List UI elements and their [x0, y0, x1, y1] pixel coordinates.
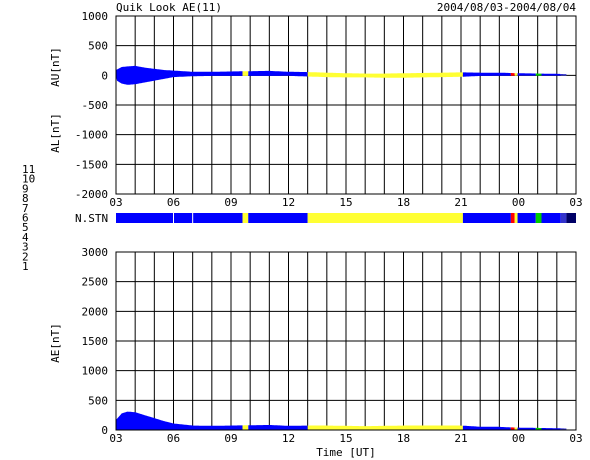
- area-segment-station-1: [560, 74, 567, 76]
- station-bar-segment-9: [248, 213, 308, 223]
- x-axis-label: Time [UT]: [316, 446, 376, 459]
- station-legend-item-3: 3: [22, 241, 29, 254]
- area-segment-station-9: [248, 425, 308, 430]
- y-tick-label: 500: [88, 40, 108, 53]
- x-tick-label: 00: [512, 196, 525, 209]
- station-legend-item-11: 11: [22, 163, 35, 176]
- station-legend-item-9: 9: [22, 182, 29, 195]
- area-segment-station-9: [541, 73, 561, 76]
- station-bar-segment-7: [535, 213, 542, 223]
- x-tick-label: 21: [454, 196, 467, 209]
- x-tick-label: 18: [397, 432, 410, 445]
- area-segment-station-9: [462, 72, 511, 77]
- station-bar-segment-8: [307, 213, 463, 223]
- ae-grid: [115, 251, 577, 431]
- station-legend-item-8: 8: [22, 192, 29, 205]
- station-bar-segment-9: [541, 213, 561, 223]
- station-legend-item-4: 4: [22, 231, 29, 244]
- station-legend-item-6: 6: [22, 212, 29, 225]
- area-segment-station-8: [514, 427, 518, 430]
- station-legend-item-1: 1: [22, 260, 29, 273]
- au-al-x-ticks: 03 06 09 12 15 18 21 00 03: [109, 196, 582, 209]
- station-legend-item-10: 10: [22, 173, 35, 186]
- x-tick-label: 12: [282, 432, 295, 445]
- y-tick-label: 2500: [82, 276, 109, 289]
- station-legend-item-5: 5: [22, 221, 29, 234]
- station-bar-segment-tail: [566, 213, 576, 223]
- area-segment-station-9: [462, 425, 511, 430]
- ae-plot-frame: [115, 251, 577, 431]
- x-tick-label: 12: [282, 196, 295, 209]
- area-segment-station-9: [517, 73, 536, 76]
- x-tick-label: 00: [512, 432, 525, 445]
- al-axis-label: AL[nT]: [49, 113, 62, 153]
- x-tick-label: 21: [454, 432, 467, 445]
- station-bar-segment-6: [510, 213, 515, 223]
- station-bar-segment-9: [517, 213, 536, 223]
- x-tick-label: 15: [339, 432, 352, 445]
- ae-area: [116, 411, 567, 430]
- station-bar: N.STN: [75, 212, 576, 225]
- au-al-panel: 1000 500 0 -500 -1000 -1500 -2000 03 06 09 12 15 18…: [49, 10, 583, 209]
- area-segment-station-8: [307, 425, 463, 430]
- area-segment-station-6: [510, 427, 515, 430]
- chart-title: Quik Look AE(11): [116, 1, 222, 14]
- area-segment-station-9: [116, 65, 243, 85]
- au-al-grid: [115, 15, 577, 195]
- area-segment-station-8: [514, 73, 518, 76]
- y-tick-label: 1500: [82, 335, 109, 348]
- station-bar-label: N.STN: [75, 212, 108, 225]
- station-bar-segments: [116, 213, 576, 223]
- y-tick-label: 1000: [82, 365, 109, 378]
- station-bar-segment-1: [560, 213, 567, 223]
- y-tick-label: 1000: [82, 10, 109, 23]
- y-tick-label: 3000: [82, 246, 109, 259]
- x-tick-label: 03: [569, 196, 582, 209]
- area-segment-station-8: [242, 71, 249, 76]
- station-bar-segment-9: [116, 213, 243, 223]
- x-tick-label: 18: [397, 196, 410, 209]
- area-segment-station-8: [307, 72, 463, 78]
- x-tick-label: 09: [224, 196, 237, 209]
- station-bar-segment-8: [242, 213, 249, 223]
- ae-axis-label: AE[nT]: [49, 323, 62, 363]
- station-bar-segment-9: [462, 213, 511, 223]
- date-range: 2004/08/03-2004/08/04: [437, 1, 576, 14]
- x-tick-label: 06: [167, 196, 180, 209]
- x-tick-label: 06: [167, 432, 180, 445]
- station-legend-item-7: 7: [22, 202, 29, 215]
- y-tick-label: 0: [101, 424, 108, 437]
- y-tick-label: 2000: [82, 305, 109, 318]
- ae-x-ticks: 03 06 09 12 15 18 21 00 03: [109, 432, 582, 445]
- y-tick-label: -1500: [75, 158, 108, 171]
- x-tick-label: 15: [339, 196, 352, 209]
- area-segment-station-9: [116, 411, 243, 430]
- y-tick-label: -2000: [75, 188, 108, 201]
- au-al-y-ticks: 1000 500 0 -500 -1000 -1500 -2000: [75, 10, 108, 201]
- x-tick-label: 09: [224, 432, 237, 445]
- area-segment-station-9: [517, 427, 536, 430]
- au-axis-label: AU[nT]: [49, 47, 62, 87]
- y-tick-label: 0: [101, 69, 108, 82]
- ae-y-ticks: 3000 2500 2000 1500 1000 500 0: [82, 246, 109, 437]
- station-bar-segment-8: [514, 213, 518, 223]
- y-tick-label: -1000: [75, 129, 108, 142]
- area-segment-station-7: [535, 73, 542, 76]
- area-segment-station-9: [248, 70, 308, 77]
- x-tick-label: 03: [109, 196, 122, 209]
- station-legend-item-2: 2: [22, 250, 29, 263]
- area-segment-station-8: [242, 425, 249, 430]
- x-tick-label: 03: [109, 432, 122, 445]
- area-segment-station-6: [510, 73, 515, 76]
- y-tick-label: -500: [82, 99, 109, 112]
- x-tick-label: 03: [569, 432, 582, 445]
- area-segment-station-7: [535, 427, 542, 430]
- au-al-area: [116, 65, 567, 85]
- y-tick-label: 500: [88, 394, 108, 407]
- au-al-plot-frame: [115, 15, 577, 195]
